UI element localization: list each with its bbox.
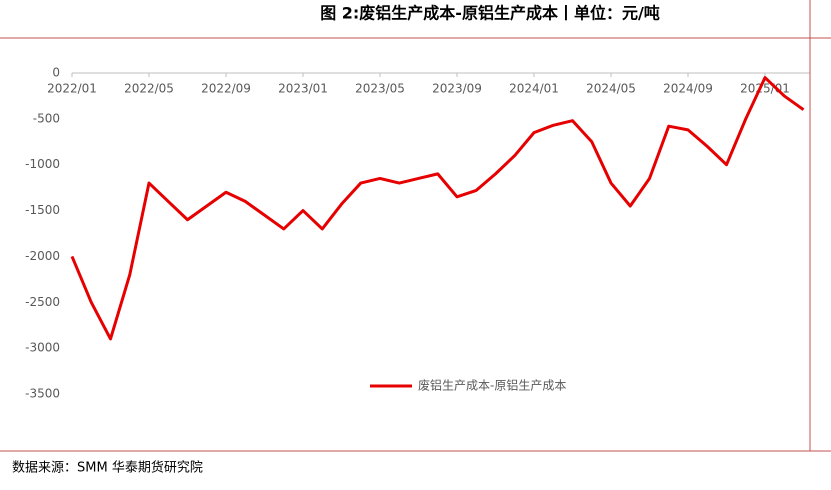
data-line xyxy=(70,76,805,341)
x-tick-label: 2022/05 xyxy=(124,82,174,96)
y-tick-label: -3500 xyxy=(25,387,60,401)
source: 数据来源：SMM 华泰期货研究院 xyxy=(12,460,203,476)
y-tick-label: -1000 xyxy=(25,157,60,171)
y-tick-label: 0 xyxy=(52,66,60,80)
y-tick-label: -500 xyxy=(33,111,60,125)
y-tick-label: -3000 xyxy=(25,341,60,355)
y-tick-label: -2500 xyxy=(25,295,60,309)
x-tick-label: 2024/09 xyxy=(663,82,713,96)
x-tick-label: 2024/01 xyxy=(509,82,559,96)
x-tick-label: 2023/05 xyxy=(355,82,405,96)
legend-label: 废铝生产成本-原铝生产成本 xyxy=(418,378,566,393)
x-tick-label: 2022/09 xyxy=(201,82,251,96)
y-tick-label: -1500 xyxy=(25,203,60,217)
title: 图 2:废铝生产成本-原铝生产成本丨单位：元/吨 xyxy=(320,4,660,23)
y-tick-label: -2000 xyxy=(25,249,60,263)
x-tick-label: 2023/01 xyxy=(278,82,328,96)
x-tick-label: 2023/09 xyxy=(432,82,482,96)
x-tick-label: 2024/05 xyxy=(586,82,636,96)
x-tick-label: 2025/01 xyxy=(740,82,790,96)
x-tick-label: 2022/01 xyxy=(47,82,97,96)
